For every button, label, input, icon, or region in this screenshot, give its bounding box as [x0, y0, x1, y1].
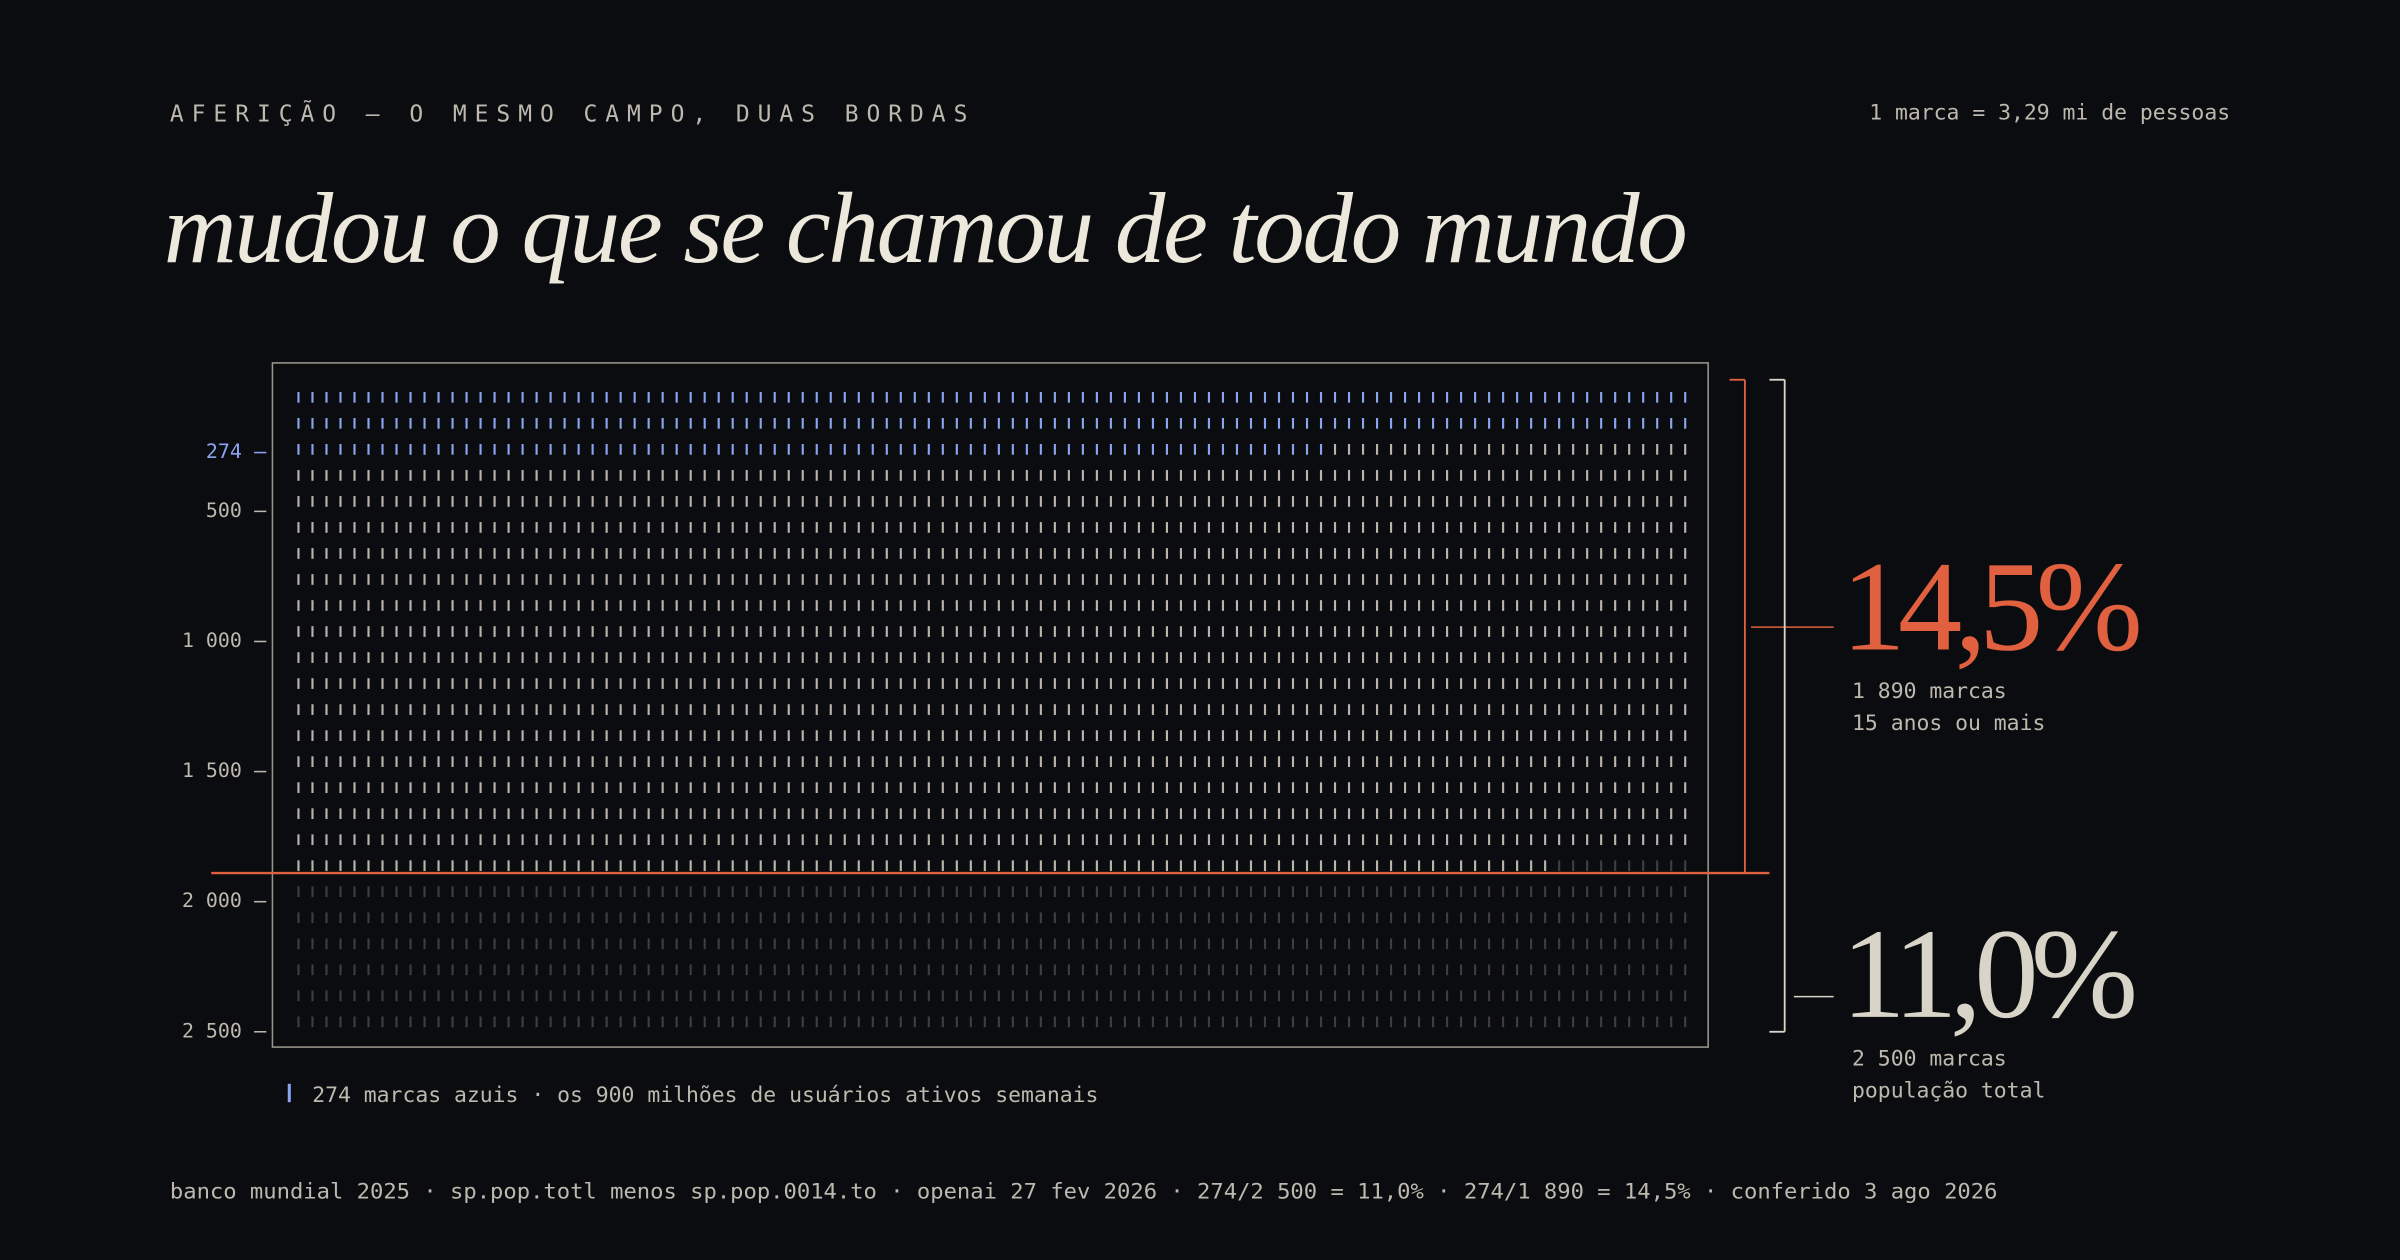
edge-note: 15 anos ou mais — [1852, 711, 2045, 736]
footer: banco mundial 2025 · sp.pop.totl menos s… — [170, 1180, 1998, 1205]
chart-title: mudou o que se chamou de todo mundo — [164, 172, 1686, 284]
y-tick-label: 1 500 — [182, 759, 242, 782]
eyebrow: AFERIÇÃO — O MESMO CAMPO, DUAS BORDAS — [170, 99, 975, 127]
y-tick-label: 2 000 — [182, 889, 242, 912]
share-value: 14,5% — [1841, 535, 2138, 678]
scale-note: 1 marca = 3,29 mi de pessoas — [1869, 100, 2230, 125]
count-label: 2 500 marcas — [1852, 1046, 2007, 1071]
legend-label: 274 marcas azuis · os 900 milhões de usu… — [312, 1083, 1098, 1108]
y-tick-label: 2 500 — [182, 1019, 242, 1042]
y-tick-label: 1 000 — [182, 629, 242, 652]
share-value: 11,0% — [1841, 902, 2134, 1045]
count-label: 1 890 marcas — [1852, 679, 2007, 704]
y-tick-label: 274 — [206, 440, 242, 463]
edge-note: população total — [1852, 1078, 2045, 1103]
frame — [271, 362, 1709, 1048]
y-tick-label: 500 — [206, 499, 242, 522]
